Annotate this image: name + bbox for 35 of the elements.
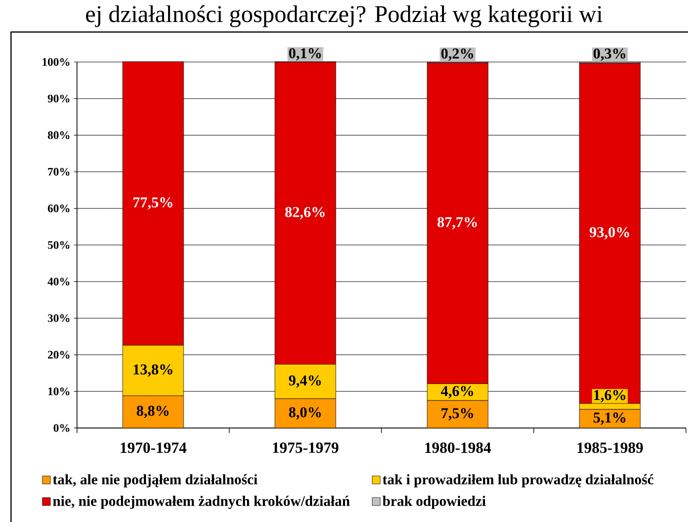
legend-label: tak, ale nie podjąłem działalności xyxy=(52,474,258,488)
data-label: 7,5% xyxy=(442,408,474,420)
y-tick-label: 10% xyxy=(48,388,70,396)
data-label: 4,6% xyxy=(440,386,474,398)
y-tick-label: 90% xyxy=(48,94,70,102)
y-tick-label: 80% xyxy=(48,131,70,140)
chart-title: ej działalności gospodarczej? Podział wg kategorii wi xyxy=(86,5,603,28)
x-tick-label: 1970-1974 xyxy=(120,442,186,453)
y-tick-label: 100% xyxy=(42,58,70,66)
y-tick-label: 30% xyxy=(48,314,70,322)
y-tick-label: 0% xyxy=(54,424,70,432)
x-tick-label: 1985-1989 xyxy=(578,442,643,453)
data-label: 0,3% xyxy=(594,48,626,61)
data-label: 87,7% xyxy=(438,217,477,230)
x-tick-label: 1980-1984 xyxy=(425,442,491,453)
data-label: 8,0% xyxy=(289,407,321,420)
legend-label: brak odpowiedzi xyxy=(382,496,486,509)
y-tick-label: 70% xyxy=(48,168,70,176)
y-tick-label: 50% xyxy=(48,241,70,249)
y-tick-label: 40% xyxy=(48,278,70,286)
data-label: 82,6% xyxy=(285,207,325,220)
data-label: 0,2% xyxy=(441,48,474,61)
data-label: 9,4% xyxy=(288,375,321,388)
data-label: 13,8% xyxy=(134,364,172,377)
data-label: 1,6% xyxy=(594,390,626,402)
x-tick-label: 1975-1979 xyxy=(273,442,338,453)
data-label: 0,1% xyxy=(289,48,321,60)
data-label: 77,5% xyxy=(133,197,172,210)
data-label: 93,0% xyxy=(590,227,630,240)
legend-label: nie, nie podejmowałem żadnych kroków/działań xyxy=(53,496,350,509)
data-label: 8,8% xyxy=(136,406,169,418)
y-tick-label: 60% xyxy=(48,204,70,212)
legend-label: tak i prowadziłem lub prowadzę działalność xyxy=(382,474,654,488)
data-label: 5,1% xyxy=(594,412,626,425)
y-tick-label: 20% xyxy=(48,350,70,359)
